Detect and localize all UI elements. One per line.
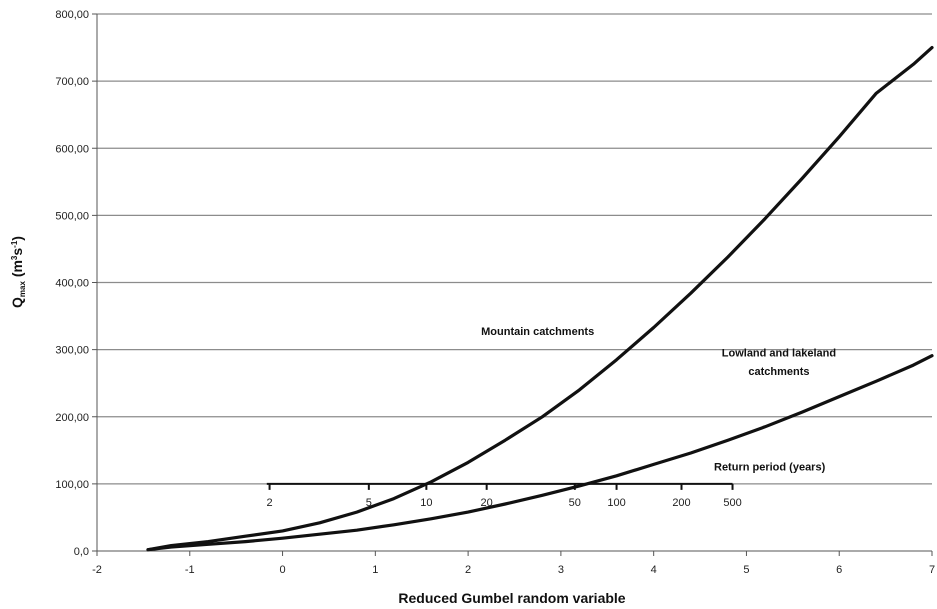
series-lines bbox=[146, 45, 934, 552]
x-tick-label: 7 bbox=[929, 564, 935, 576]
y-tick-label: 0,0 bbox=[74, 546, 89, 558]
y-tick-label: 400,00 bbox=[55, 278, 89, 290]
axes bbox=[96, 14, 932, 552]
y-tick-label: 200,00 bbox=[55, 412, 89, 424]
return-period-tick-label: 50 bbox=[569, 497, 581, 509]
annotation-label: Mountain catchments bbox=[481, 326, 594, 338]
annotations: Mountain catchments Lowland and lakeland c… bbox=[481, 326, 836, 474]
return-period-tick-label: 20 bbox=[481, 497, 493, 509]
y-axis-title-unit-b: s bbox=[9, 248, 25, 256]
return-period-tick-label: 100 bbox=[607, 497, 625, 509]
y-tick-label: 800,00 bbox=[55, 9, 89, 21]
return-period-tick-label: 5 bbox=[366, 497, 372, 509]
annotation-label: Lowland and lakeland bbox=[722, 347, 836, 359]
y-axis-title-unit-c: ) bbox=[9, 236, 25, 241]
y-tick-labels: 0,0 100,00 200,00 300,00 400,00 500,00 600,00 7… bbox=[55, 9, 89, 558]
series-line-0 bbox=[146, 45, 934, 552]
series-line-1 bbox=[146, 354, 934, 552]
return-period-tick-label: 500 bbox=[723, 497, 741, 509]
x-tick-label: 2 bbox=[465, 564, 471, 576]
return-period-tick-label: 2 bbox=[267, 497, 273, 509]
x-tick-label: -2 bbox=[92, 564, 102, 576]
grid bbox=[92, 13, 932, 552]
y-tick-label: 300,00 bbox=[55, 345, 89, 357]
y-tick-label: 600,00 bbox=[55, 143, 89, 155]
return-period-tick-label: 200 bbox=[672, 497, 690, 509]
x-tick-label: 0 bbox=[279, 564, 285, 576]
y-tick-label: 100,00 bbox=[55, 479, 89, 491]
return-period-tick-label: 10 bbox=[420, 497, 432, 509]
y-axis-title-sup2: -1 bbox=[10, 240, 19, 248]
x-tick-label: 4 bbox=[651, 564, 657, 576]
y-tick-label: 700,00 bbox=[55, 76, 89, 88]
x-tick-label: 1 bbox=[372, 564, 378, 576]
x-tick-label: 3 bbox=[558, 564, 564, 576]
annotation-label: catchments bbox=[748, 366, 809, 378]
x-tick-label: 6 bbox=[836, 564, 842, 576]
x-tick-label: 5 bbox=[743, 564, 749, 576]
y-tick-label: 500,00 bbox=[55, 210, 89, 222]
x-tick-labels: -2 -1 0 1 2 3 4 5 6 7 bbox=[92, 551, 935, 576]
y-axis-title: Qmax (m3s-1) bbox=[9, 236, 27, 308]
y-axis-title-sup1: 3 bbox=[10, 255, 19, 260]
x-tick-label: -1 bbox=[185, 564, 195, 576]
return-period-scale: 2 5 10 20 50 100 200 500 bbox=[267, 482, 742, 509]
y-axis-title-unit-a: (m bbox=[9, 260, 25, 281]
y-axis-title-main: Q bbox=[9, 297, 25, 308]
annotation-label: Return period (years) bbox=[714, 461, 826, 473]
y-axis-title-sub: max bbox=[18, 281, 27, 298]
x-axis-title: Reduced Gumbel random variable bbox=[398, 590, 625, 606]
